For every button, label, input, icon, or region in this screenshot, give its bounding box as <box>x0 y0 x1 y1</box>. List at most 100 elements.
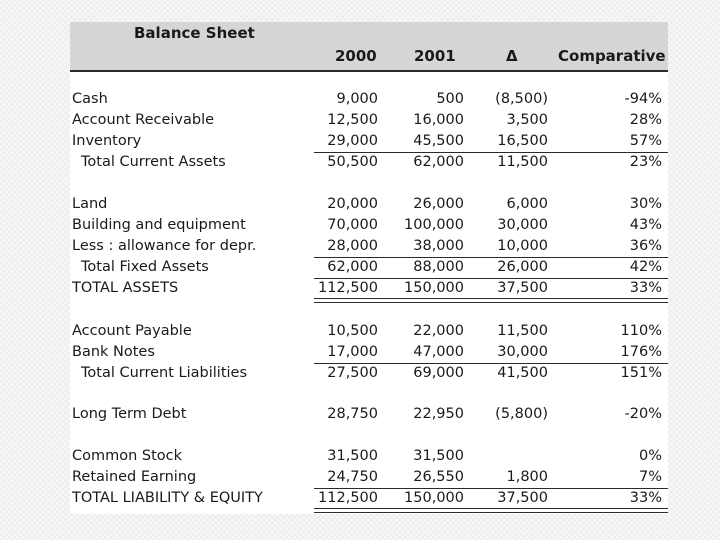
table-row: Account Receivable 12,500 16,000 3,500 2… <box>70 110 668 131</box>
cell-2001: 26,550 <box>413 469 464 485</box>
cell-comparative: 151% <box>620 365 662 381</box>
table-row: TOTAL ASSETS 112,500 150,000 37,500 33% <box>70 278 668 299</box>
balance-sheet-table: Balance Sheet 2000 2001 Δ Comparative Ca… <box>70 22 668 514</box>
table-row: Cash 9,000 500 (8,500) -94% <box>70 89 668 110</box>
cell-2001: 31,500 <box>413 448 464 464</box>
cell-comparative: 43% <box>629 217 662 233</box>
cell-delta: 37,500 <box>497 280 548 296</box>
cell-2000: 17,000 <box>327 344 378 360</box>
row-label: TOTAL ASSETS <box>72 280 179 296</box>
table-row: Building and equipment 70,000 100,000 30… <box>70 215 668 236</box>
cell-2001: 38,000 <box>413 238 464 254</box>
column-header-delta: Δ <box>506 47 518 65</box>
cell-2001: 69,000 <box>413 365 464 381</box>
cell-comparative: -94% <box>624 91 662 107</box>
subtotal-rule <box>314 278 668 279</box>
subtotal-rule <box>314 257 668 258</box>
cell-2000: 62,000 <box>327 259 378 275</box>
table-row: Land 20,000 26,000 6,000 30% <box>70 194 668 215</box>
table-row: Retained Earning 24,750 26,550 1,800 7% <box>70 467 668 488</box>
cell-comparative: 36% <box>629 238 662 254</box>
cell-delta: (5,800) <box>495 406 548 422</box>
table-row: Total Current Assets 50,500 62,000 11,50… <box>70 152 668 173</box>
cell-2001: 22,000 <box>413 323 464 339</box>
cell-delta: 1,800 <box>506 469 548 485</box>
row-label: Retained Earning <box>72 469 197 485</box>
table-row: Common Stock 31,500 31,500 0% <box>70 446 668 467</box>
cell-2000: 20,000 <box>327 196 378 212</box>
cell-2001: 150,000 <box>404 280 464 296</box>
cell-2000: 50,500 <box>327 154 378 170</box>
total-double-rule <box>314 508 668 513</box>
column-header-2001: 2001 <box>414 47 456 65</box>
table-row: Total Fixed Assets 62,000 88,000 26,000 … <box>70 257 668 278</box>
row-label: Land <box>72 196 108 212</box>
cell-comparative: 7% <box>638 469 662 485</box>
row-label: Account Payable <box>72 323 192 339</box>
cell-comparative: 0% <box>638 448 662 464</box>
cell-2001: 45,500 <box>413 133 464 149</box>
cell-delta: 30,000 <box>497 217 548 233</box>
cell-delta: (8,500) <box>495 91 548 107</box>
table-header: Balance Sheet 2000 2001 Δ Comparative <box>70 22 668 72</box>
cell-2000: 24,750 <box>327 469 378 485</box>
table-row: Account Payable 10,500 22,000 11,500 110… <box>70 321 668 342</box>
cell-2000: 28,000 <box>327 238 378 254</box>
cell-2000: 28,750 <box>327 406 378 422</box>
cell-delta: 37,500 <box>497 490 548 506</box>
table-row: Total Current Liabilities 27,500 69,000 … <box>70 363 668 384</box>
row-label: Common Stock <box>72 448 183 464</box>
cell-2001: 22,950 <box>413 406 464 422</box>
table-row: TOTAL LIABILITY & EQUITY 112,500 150,000… <box>70 488 668 509</box>
table-row: Long Term Debt 28,750 22,950 (5,800) -20… <box>70 404 668 425</box>
row-label: Total Current Liabilities <box>81 365 248 381</box>
row-label: Inventory <box>72 133 142 149</box>
cell-delta: 11,500 <box>497 323 548 339</box>
cell-2000: 27,500 <box>327 365 378 381</box>
cell-comparative: 23% <box>629 154 662 170</box>
cell-delta: 3,500 <box>506 112 548 128</box>
row-label: Total Fixed Assets <box>81 259 209 275</box>
cell-2000: 29,000 <box>327 133 378 149</box>
cell-delta: 30,000 <box>497 344 548 360</box>
cell-2001: 500 <box>436 91 464 107</box>
column-header-2000: 2000 <box>335 47 377 65</box>
cell-delta: 11,500 <box>497 154 548 170</box>
cell-2000: 12,500 <box>327 112 378 128</box>
cell-delta: 16,500 <box>497 133 548 149</box>
cell-2001: 100,000 <box>404 217 464 233</box>
cell-2000: 9,000 <box>336 91 378 107</box>
cell-delta: 41,500 <box>497 365 548 381</box>
table-row: Inventory 29,000 45,500 16,500 57% <box>70 131 668 152</box>
table-row: Less : allowance for depr. 28,000 38,000… <box>70 236 668 257</box>
cell-delta: 6,000 <box>506 196 548 212</box>
subtotal-rule <box>314 152 668 153</box>
cell-comparative: 42% <box>629 259 662 275</box>
cell-comparative: -20% <box>624 406 662 422</box>
cell-2001: 150,000 <box>404 490 464 506</box>
cell-2001: 47,000 <box>413 344 464 360</box>
row-label: Building and equipment <box>72 217 246 233</box>
cell-comparative: 33% <box>629 490 662 506</box>
cell-comparative: 176% <box>620 344 662 360</box>
cell-2001: 62,000 <box>413 154 464 170</box>
cell-2000: 70,000 <box>327 217 378 233</box>
cell-comparative: 33% <box>629 280 662 296</box>
total-double-rule <box>314 298 668 303</box>
row-label: Account Receivable <box>72 112 215 128</box>
cell-2001: 88,000 <box>413 259 464 275</box>
subtotal-rule <box>314 363 668 364</box>
cell-2000: 31,500 <box>327 448 378 464</box>
row-label: TOTAL LIABILITY & EQUITY <box>72 490 263 506</box>
column-header-comparative: Comparative <box>558 47 666 65</box>
cell-comparative: 57% <box>629 133 662 149</box>
table-row: Bank Notes 17,000 47,000 30,000 176% <box>70 342 668 363</box>
cell-2000: 10,500 <box>327 323 378 339</box>
row-label: Total Current Assets <box>81 154 226 170</box>
row-label: Bank Notes <box>72 344 155 360</box>
cell-delta: 10,000 <box>497 238 548 254</box>
subtotal-rule <box>314 488 668 489</box>
cell-2000: 112,500 <box>318 280 378 296</box>
cell-comparative: 30% <box>629 196 662 212</box>
cell-comparative: 110% <box>620 323 662 339</box>
